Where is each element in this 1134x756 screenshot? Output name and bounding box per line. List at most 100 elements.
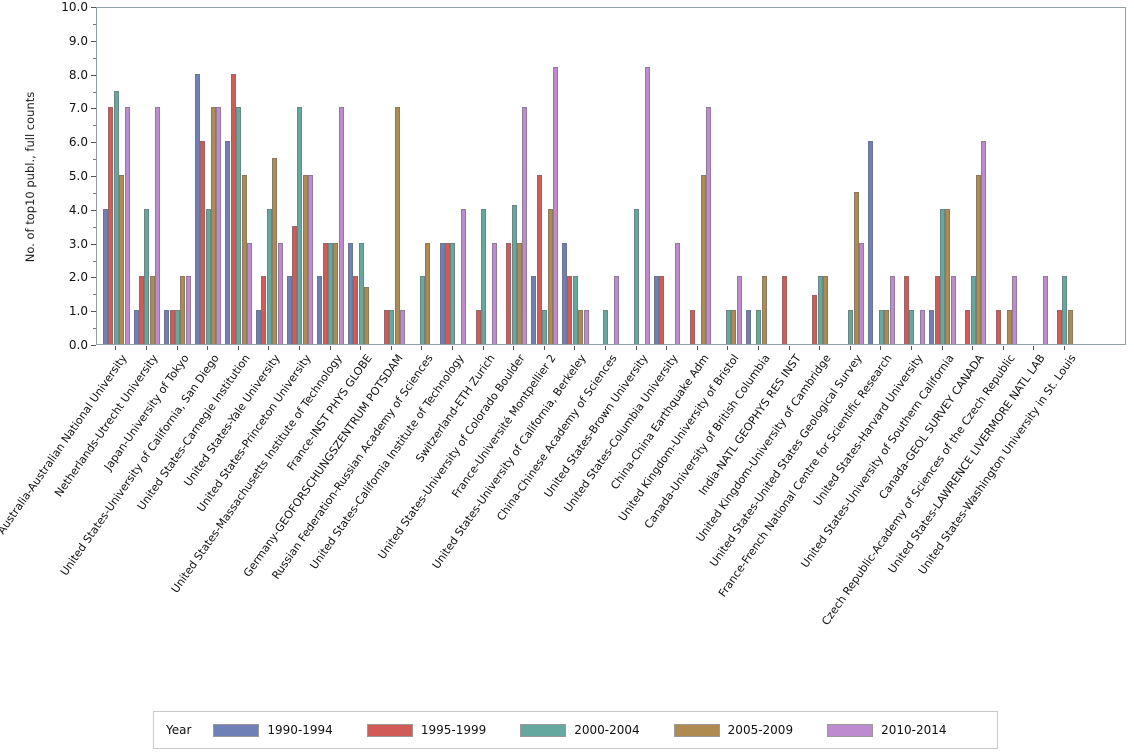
x-tick-mark	[1033, 346, 1035, 350]
legend-entry[interactable]: 2010-2014	[827, 723, 947, 737]
y-tick-mark	[91, 74, 96, 76]
legend-entry[interactable]: 1990-1994	[213, 723, 333, 737]
bar	[940, 208, 945, 344]
bar	[322, 242, 328, 344]
bar	[981, 141, 987, 344]
legend-color-swatch	[366, 723, 413, 737]
bar	[848, 310, 854, 344]
bar	[194, 73, 200, 344]
bar	[297, 107, 303, 344]
bar	[859, 242, 864, 344]
y-tick-mark	[91, 40, 96, 42]
bar	[736, 276, 742, 344]
y-tick-mark	[91, 277, 96, 279]
bar	[547, 208, 553, 344]
x-tick-mark	[880, 346, 882, 350]
bar	[934, 276, 940, 344]
bar	[920, 310, 926, 344]
bar	[241, 175, 247, 344]
y-tick-label: 0.0	[68, 338, 88, 352]
y-minor-tick-mark	[93, 328, 96, 330]
y-tick-label: 2.0	[68, 270, 88, 285]
bar	[578, 310, 584, 344]
bar	[149, 276, 155, 344]
y-tick-label: 1.0	[68, 304, 88, 319]
y-minor-tick-mark	[93, 23, 96, 25]
bar	[644, 66, 650, 344]
bar	[225, 141, 231, 344]
bar	[689, 310, 695, 344]
legend-label: 2000-2004	[574, 723, 640, 737]
bar	[272, 158, 278, 344]
bar	[761, 276, 767, 344]
y-tick-mark	[91, 209, 96, 211]
bar	[144, 208, 150, 344]
bar	[236, 107, 242, 344]
bar	[889, 276, 895, 344]
bar	[450, 242, 456, 344]
x-tick-mark	[421, 346, 423, 350]
legend-entry[interactable]: 2005-2009	[673, 723, 793, 737]
x-tick-mark	[268, 346, 270, 350]
bar	[317, 276, 323, 344]
x-tick-label: United States-Columbia University	[561, 352, 681, 515]
bar	[353, 276, 359, 344]
bar	[536, 175, 542, 344]
bar	[491, 242, 497, 344]
legend-label: 2010-2014	[881, 723, 947, 737]
bar	[868, 141, 873, 344]
bar	[185, 276, 191, 344]
bar	[659, 276, 665, 344]
legend-label: 1995-1999	[420, 723, 487, 737]
bar	[542, 310, 548, 344]
x-tick-mark	[635, 346, 637, 350]
bar	[261, 276, 267, 344]
y-tick-mark	[91, 142, 96, 144]
bar	[119, 175, 125, 344]
legend-entry[interactable]: 2000-2004	[520, 723, 640, 737]
legend-entry[interactable]: 1995-1999	[366, 723, 487, 737]
bar	[1062, 276, 1068, 344]
bar	[175, 310, 180, 344]
y-tick-mark	[91, 243, 96, 245]
bar	[256, 310, 261, 344]
bar	[108, 107, 114, 344]
y-tick-label: 3.0	[68, 236, 88, 251]
x-tick-mark	[237, 346, 239, 350]
y-tick-mark	[91, 108, 96, 110]
bar	[706, 107, 711, 344]
bar	[139, 276, 144, 344]
bar	[286, 276, 292, 344]
legend-label: 1990-1994	[267, 723, 333, 737]
bar	[302, 175, 308, 344]
bar	[475, 310, 481, 344]
bar	[572, 276, 578, 344]
y-tick-label: 5.0	[68, 169, 88, 183]
bar	[169, 310, 175, 344]
y-minor-tick-mark	[93, 159, 96, 161]
bar	[817, 276, 823, 344]
bar	[266, 208, 272, 344]
y-minor-tick-mark	[93, 57, 96, 59]
legend-title: Year	[166, 723, 192, 737]
bar	[1012, 276, 1017, 344]
bar	[878, 310, 884, 344]
bar	[461, 208, 467, 344]
bar	[103, 208, 108, 344]
bar	[347, 242, 353, 344]
bar	[155, 107, 161, 344]
bar	[419, 276, 425, 344]
x-tick-mark	[543, 346, 545, 350]
x-tick-mark	[941, 346, 943, 350]
bar	[634, 208, 639, 344]
bar	[562, 242, 567, 344]
x-tick-mark	[1002, 346, 1004, 350]
bar	[745, 310, 751, 344]
x-tick-mark	[145, 346, 147, 350]
bar	[1067, 310, 1073, 344]
y-tick-label: 8.0	[68, 67, 88, 82]
y-minor-tick-mark	[93, 192, 96, 194]
legend-color-swatch	[213, 723, 260, 737]
bar	[995, 310, 1001, 344]
x-tick-mark	[115, 346, 117, 350]
